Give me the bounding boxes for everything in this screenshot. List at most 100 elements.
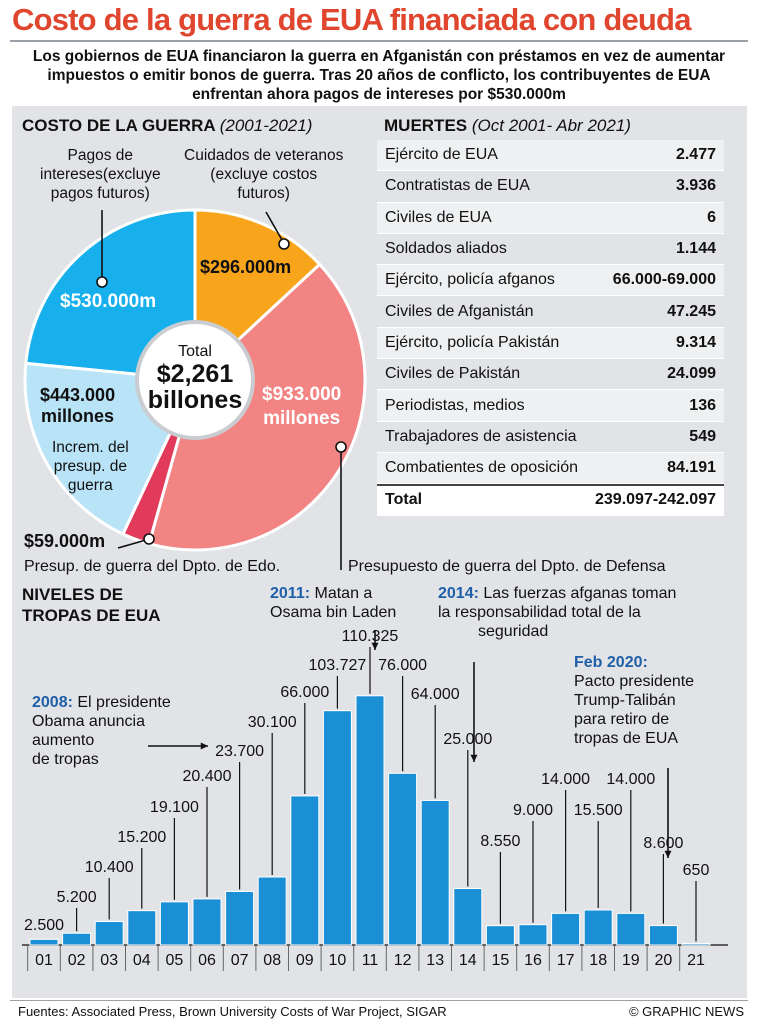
deaths-total-row: Total 239.097-242.097	[377, 484, 724, 516]
bar-value-label: 103.727	[308, 657, 366, 674]
credit-text: © GRAPHIC NEWS	[628, 1004, 744, 1019]
deaths-table: Ejército de EUA 2.477 Contratistas de EUA 3…	[377, 140, 724, 516]
bar-value-label: 110.325	[342, 628, 399, 645]
bar-value-label: 15.200	[117, 829, 166, 846]
deaths-label: Civiles de Afganistán	[385, 302, 534, 320]
deaths-row: Soldados aliados 1.144	[377, 233, 724, 266]
year-tick-label: 09	[296, 952, 314, 969]
troop-bar	[290, 795, 320, 946]
donut-center-total: Total $2,261 billones	[147, 343, 243, 414]
defense-pointer-dot	[335, 441, 347, 453]
troop-bar	[453, 888, 483, 946]
deaths-label: Combatientes de oposición	[385, 459, 579, 477]
troop-bar	[681, 943, 711, 946]
troop-bar	[322, 710, 352, 946]
arrow-2011-head	[371, 642, 379, 650]
arrow-2020-head	[664, 850, 672, 858]
bar-value-label: 30.100	[248, 714, 297, 731]
annotation-2008: 2008: El presidente Obama anuncia aument…	[32, 694, 171, 768]
deaths-row: Civiles de Afganistán 47.245	[377, 296, 724, 328]
bar-value-label: 25.000	[443, 731, 492, 748]
annotation-pointers	[75, 210, 697, 942]
defense-caption: Presupuesto de guerra del Dpto. de Defen…	[348, 558, 666, 575]
bar-value-label: 14.000	[541, 771, 590, 788]
annotation-2014: 2014: Las fuerzas afganas toman la respo…	[438, 585, 677, 640]
deaths-value: 3.936	[675, 177, 716, 195]
deaths-value: 136	[689, 396, 716, 414]
state-caption: Presup. de guerra del Dpto. de Edo.	[24, 558, 281, 575]
troop-bar	[485, 925, 515, 946]
year-tick-label: 03	[100, 952, 118, 969]
veterans-pointer-dot	[278, 238, 290, 250]
year-tick-label: 17	[557, 952, 575, 969]
deaths-total-value: 239.097-242.097	[595, 491, 716, 509]
deaths-label: Contratistas de EUA	[385, 177, 530, 195]
deaths-row: Trabajadores de asistencia 549	[377, 421, 724, 453]
year-tick-label: 15	[492, 952, 510, 969]
troop-bar-chart: 01 02 03 04 05 06 07 08 09 10 11 12 13 14 15 16 17 18 19 20…	[22, 628, 728, 971]
annotation-2020: Feb 2020: Pacto presidente Trump-Talibán…	[574, 654, 695, 747]
deaths-value: 6	[707, 208, 716, 226]
troop-bar	[257, 876, 287, 946]
deaths-label: Trabajadores de asistencia	[385, 427, 577, 445]
bar-value-label: 10.400	[85, 859, 134, 876]
year-tick-label: 21	[687, 952, 705, 969]
deaths-row: Periodistas, medios 136	[377, 390, 724, 422]
deaths-label: Ejército, policía Pakistán	[385, 333, 560, 351]
year-tick-label: 04	[133, 952, 151, 969]
year-tick-label: 20	[655, 952, 673, 969]
state-pointer-dot	[143, 533, 155, 545]
veterans-value: $296.000m	[200, 257, 292, 277]
source-text: Fuentes: Associated Press, Brown Univers…	[18, 1004, 447, 1019]
troop-bar	[62, 932, 92, 946]
bar-value-label: 20.400	[183, 768, 232, 785]
cost-section-title: COSTO DE LA GUERRA (2001-2021)	[22, 116, 312, 136]
troop-bar	[127, 910, 157, 946]
interest-caption: Pagos de intereses(excluye pagos futuros…	[40, 147, 161, 202]
year-tick-label: 02	[68, 952, 86, 969]
deaths-label: Soldados aliados	[385, 240, 507, 258]
bar-value-label: 76.000	[378, 657, 427, 674]
deaths-value: 1.144	[675, 240, 716, 258]
donut-center	[135, 320, 255, 440]
title-divider	[10, 40, 748, 42]
defense-value: $933.000 millones	[262, 384, 342, 429]
troop-bar	[648, 925, 678, 946]
deaths-row: Combatientes de oposición 84.191	[377, 452, 724, 485]
deaths-value: 66.000-69.000	[612, 271, 716, 289]
troop-bar	[551, 912, 581, 946]
interest-pointer-dot	[96, 276, 108, 288]
year-tick-label: 05	[166, 952, 184, 969]
deaths-label: Ejército, policía afganos	[385, 271, 555, 289]
base-value: $443.000 millones	[40, 385, 116, 426]
page-title: Costo de la guerra de EUA financiada con…	[12, 2, 691, 37]
year-tick-label: 13	[426, 952, 444, 969]
deaths-row: Ejército de EUA 2.477	[377, 140, 724, 172]
cost-period: (2001-2021)	[219, 116, 313, 135]
year-tick-label: 11	[362, 952, 379, 969]
deaths-row: Ejército, policía Pakistán 9.314	[377, 327, 724, 360]
deaths-value: 84.191	[667, 459, 716, 477]
deaths-value: 47.245	[667, 302, 716, 320]
bar-value-label: 23.700	[215, 743, 264, 760]
year-tick-label: 18	[589, 952, 607, 969]
intro-text: Los gobiernos de EUA financiaron la guer…	[32, 48, 726, 103]
base-caption: Increm. del presup. de guerra	[52, 439, 129, 494]
deaths-section-title: MUERTES (Oct 2001- Abr 2021)	[384, 116, 631, 136]
year-tick-label: 08	[263, 952, 281, 969]
troop-bar	[355, 695, 385, 946]
troop-bar	[159, 901, 189, 946]
deaths-label: Periodistas, medios	[385, 396, 525, 414]
bar-value-label: 64.000	[411, 686, 460, 703]
deaths-label: Civiles de Pakistán	[385, 365, 521, 383]
year-tick-label: 19	[622, 952, 640, 969]
veterans-caption: Cuidados de veteranos (excluye costos fu…	[184, 147, 344, 202]
deaths-row: Contratistas de EUA 3.936	[377, 171, 724, 203]
year-tick-label: 12	[394, 952, 412, 969]
bar-value-label: 8.600	[643, 835, 683, 852]
deaths-row: Civiles de Pakistán 24.099	[377, 359, 724, 391]
troop-bar	[518, 924, 548, 946]
year-tick-label: 06	[198, 952, 216, 969]
bar-value-label: 66.000	[280, 684, 329, 701]
